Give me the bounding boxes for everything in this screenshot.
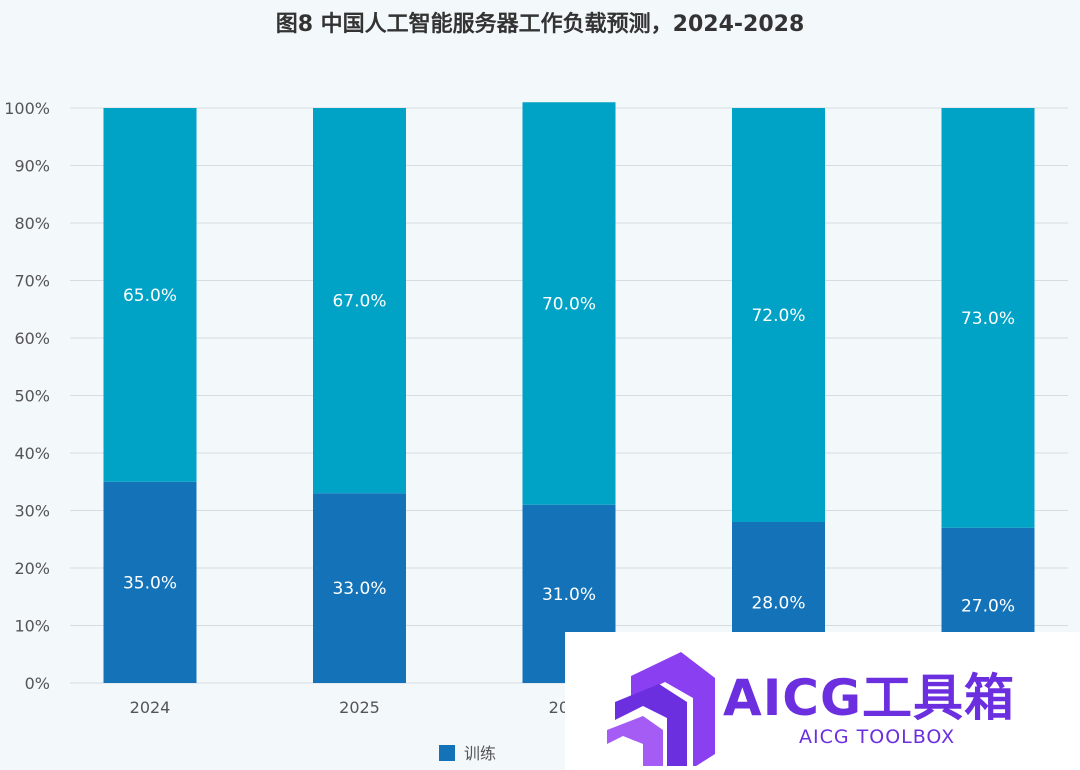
data-label: 33.0%: [332, 579, 386, 599]
legend-swatch-training: [439, 745, 455, 761]
data-label: 27.0%: [961, 596, 1015, 616]
data-label: 35.0%: [123, 573, 177, 593]
y-tick-label: 40%: [14, 444, 50, 463]
aicg-logo-icon: [607, 652, 715, 766]
data-label: 70.0%: [542, 295, 596, 315]
y-tick-label: 80%: [14, 214, 50, 233]
y-tick-label: 70%: [14, 272, 50, 291]
y-tick-label: 100%: [4, 99, 50, 118]
y-axis-ticks: 0% 10% 20% 30% 40% 50% 60% 70% 80% 90% 100%: [4, 99, 50, 693]
data-label: 65.0%: [123, 286, 177, 306]
data-label: 73.0%: [961, 309, 1015, 329]
bar-segment-training: [103, 481, 197, 683]
y-tick-label: 90%: [14, 157, 50, 176]
watermark: AICG工具箱 AICG TOOLBOX: [565, 632, 1080, 770]
y-tick-label: 50%: [14, 387, 50, 406]
data-label: 31.0%: [542, 585, 596, 605]
y-tick-label: 10%: [14, 617, 50, 636]
bar-segment-series-2: [103, 108, 197, 482]
bar-segment-series-2: [313, 108, 406, 494]
data-label: 67.0%: [332, 292, 386, 312]
legend: 训练: [439, 744, 496, 763]
data-label: 28.0%: [751, 594, 805, 614]
bar-segment-series-2: [732, 108, 825, 522]
bars: [103, 102, 1035, 683]
data-labels: 35.0% 65.0% 33.0% 67.0% 31.0% 70.0% 28.0% 72.0%…: [123, 286, 1015, 617]
data-label: 72.0%: [751, 306, 805, 326]
watermark-title: AICG工具箱: [723, 669, 1016, 727]
bar-segment-training: [313, 493, 406, 683]
y-tick-label: 0%: [25, 674, 50, 693]
bar-segment-series-2: [941, 108, 1035, 528]
x-tick-label: 2025: [339, 698, 380, 717]
chart-title: 图8 中国人工智能服务器工作负载预测，2024-2028: [275, 12, 805, 37]
y-tick-label: 30%: [14, 502, 50, 521]
x-tick-label: 2024: [130, 698, 171, 717]
y-tick-label: 60%: [14, 329, 50, 348]
legend-label-training: 训练: [464, 744, 496, 763]
watermark-subtitle: AICG TOOLBOX: [799, 726, 956, 748]
bar-segment-series-2: [522, 102, 616, 505]
y-tick-label: 20%: [14, 559, 50, 578]
